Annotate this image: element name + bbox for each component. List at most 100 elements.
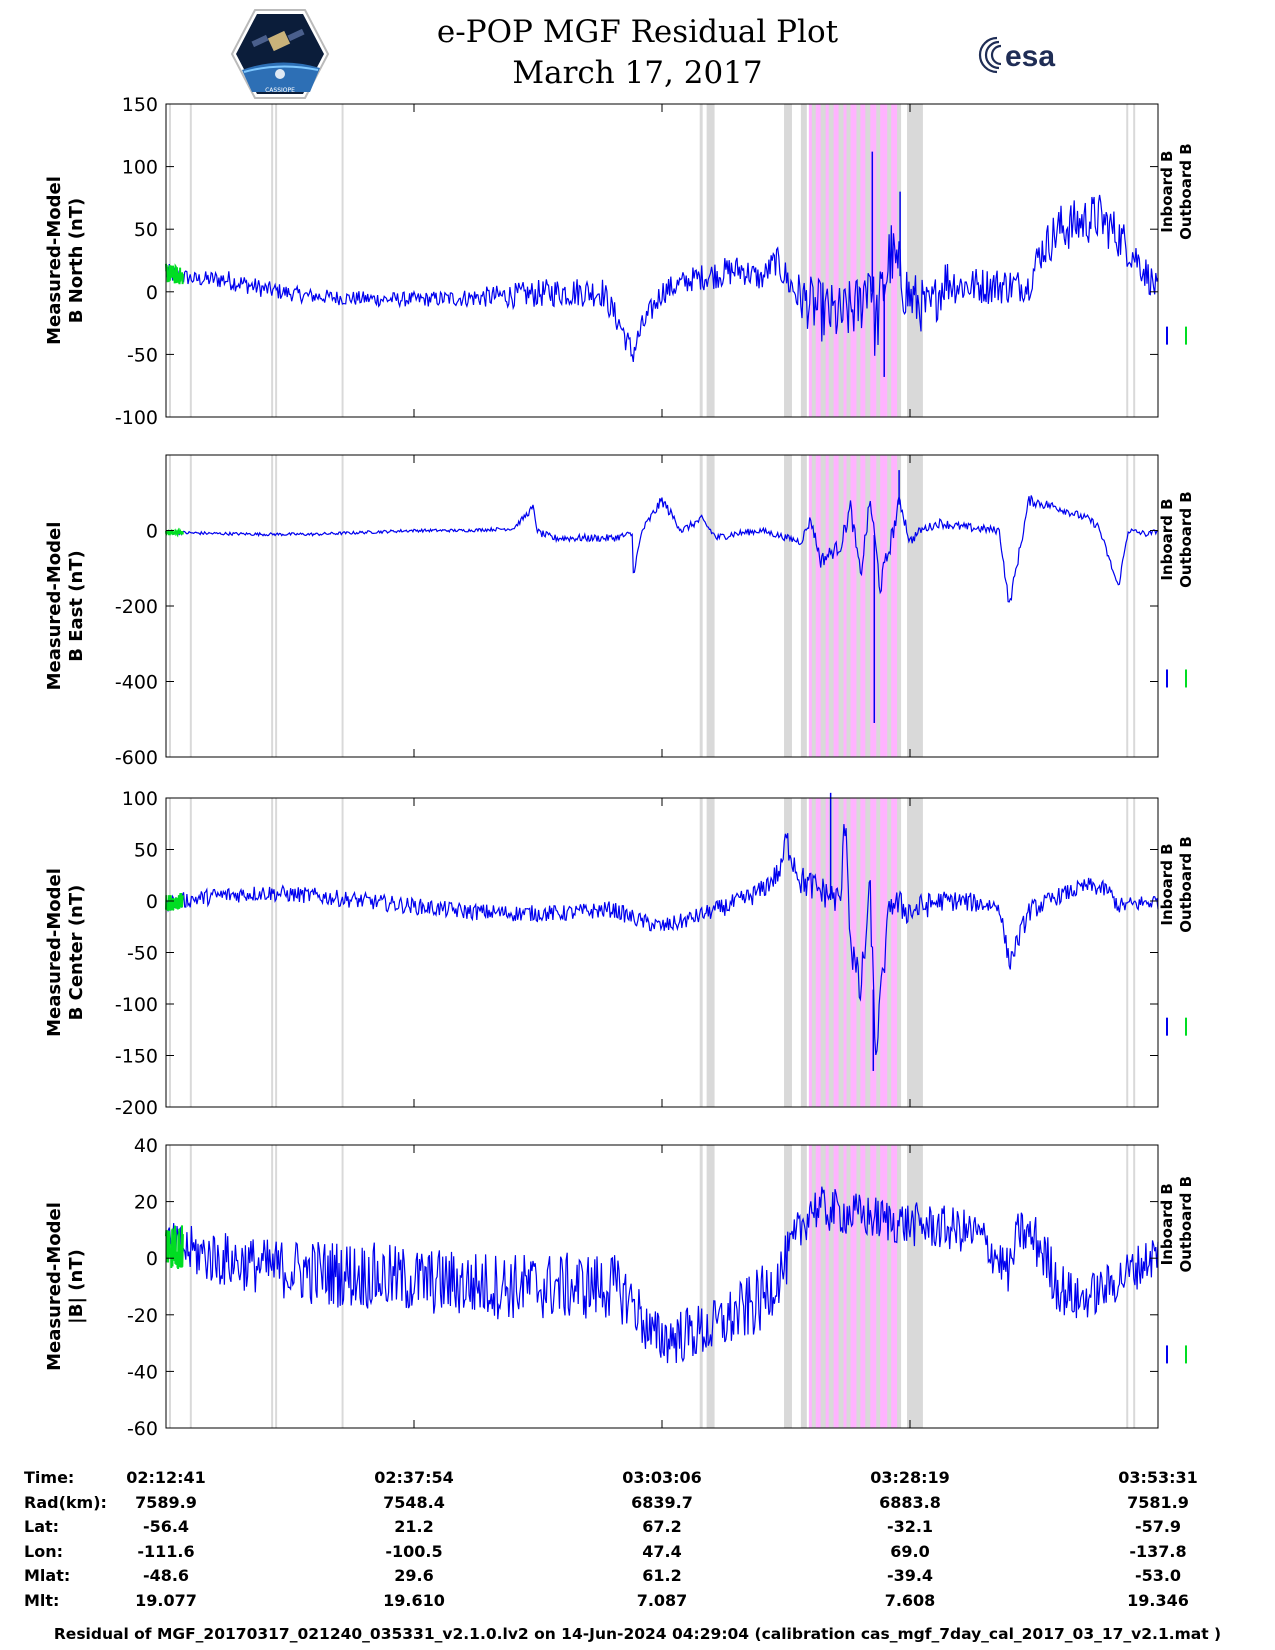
data-gap-shade [189,1145,192,1428]
panel-frame [165,1144,1159,1429]
ephemeris-value: 67.2 [642,1517,682,1536]
ephemeris-value: -39.4 [886,1566,934,1585]
data-gap-shade [887,455,892,757]
data-gap-shade [811,455,816,757]
data-gap-shade [699,104,703,417]
data-gap-shade [1126,455,1129,757]
panel-frame [165,103,1159,418]
data-gap-shade [876,455,881,757]
outboard-b-trace [165,527,184,538]
data-gap-shade [856,798,861,1107]
inboard-b-trace [165,1186,1159,1364]
ephemeris-value: -100.5 [385,1541,443,1561]
panel-4: -60 -40 -20 0 20 40 Measured-Model|B| (nT) Inbo… [44,1135,1195,1440]
data-gap-shade [856,1145,861,1428]
data-gap-shade [341,104,344,417]
data-gap-shade [706,104,715,417]
legend-outboard-label: Outboard B [1177,1176,1195,1273]
data-gap-shade [907,455,923,757]
x-tick-label: 02:12:41 [126,1468,206,1487]
data-gap-shade [800,104,807,417]
data-gap-shade [784,104,792,417]
y-axis-label-line: Measured-Model [44,1202,65,1371]
y-axis-label-line: Measured-Model [44,868,65,1037]
y-axis-label: Measured-ModelB East (nT) [44,522,87,691]
y-tick-label: -100 [115,407,158,429]
ephemeris-row-label: Mlat: [24,1566,71,1585]
data-gap-shade [856,455,861,757]
y-tick-label: 40 [134,1135,158,1157]
data-gap-shade [897,798,902,1107]
data-gap-shade [828,104,834,417]
data-gap-shade [865,1145,871,1428]
y-tick-label: -600 [115,747,158,769]
legend-inboard-label: Inboard B [1158,498,1176,580]
y-tick-label: 100 [122,788,158,810]
ephemeris-value: -53.0 [1134,1566,1182,1585]
ephemeris-value: 61.2 [642,1566,682,1585]
ephemeris-value: 7548.4 [383,1492,445,1512]
data-gap-shade [271,1145,274,1428]
panel-2: -600 -400 -200 0 Measured-ModelB East (nT) In… [44,454,1195,769]
y-tick-label: 50 [134,219,158,241]
data-gap-shade [828,1145,834,1428]
data-gap-shade [706,1145,715,1428]
footer-caption: Residual of MGF_20170317_021240_035331_v… [53,1625,1222,1643]
data-gap-shade [811,104,816,417]
y-axis-label-line: B North (nT) [66,198,87,324]
data-gap-shade [784,1145,792,1428]
data-gap-shade [706,455,715,757]
y-axis-label-line: |B| (nT) [66,1249,87,1324]
ephemeris-value: 19.077 [135,1590,197,1610]
data-gap-shade [887,798,892,1107]
data-gap-shade [189,455,192,757]
data-gap-shade [811,1145,816,1428]
data-gap-shade [341,455,344,757]
esa-logo-text: esa [1005,40,1055,73]
y-tick-label: 100 [122,157,158,179]
ephemeris-value: 6883.8 [879,1492,941,1512]
data-gap-shade [189,798,192,1107]
data-gap-shade [1133,455,1136,757]
y-tick-label: -100 [115,994,158,1016]
cassiope-logo-text: CASSIOPE [265,87,295,94]
ephemeris-value: 7589.9 [135,1492,197,1512]
y-tick-label: 150 [122,94,158,116]
y-axis-label-line: B East (nT) [66,550,87,662]
data-gap-shade [838,104,844,417]
data-gap-shade [907,1145,923,1428]
data-gap-shade [168,1145,171,1428]
data-gap-shade [838,798,844,1107]
y-tick-label: -60 [127,1418,158,1440]
ephemeris-value: -111.6 [137,1541,195,1561]
legend-inboard-label: Inboard B [1158,1183,1176,1265]
legend-inboard-label: Inboard B [1158,843,1176,925]
panel-3: -200 -150 -100 -50 0 50 100 Measured-ModelB Cen… [44,788,1195,1119]
data-gap-shade [706,798,715,1107]
ephemeris-value: 69.0 [890,1541,930,1561]
data-gap-shade [846,798,851,1107]
data-gap-shade [865,798,871,1107]
y-tick-label: 20 [134,1192,158,1214]
ephemeris-value: -56.4 [142,1517,190,1536]
esa-logo: esa [978,36,1055,74]
y-axis-label: Measured-Model|B| (nT) [44,1202,87,1371]
data-gap-shade [838,1145,844,1428]
legend-outboard-label: Outboard B [1177,143,1195,240]
data-gap-shade [275,104,278,417]
plot-date: March 17, 2017 [512,55,763,91]
ephemeris-value: 7581.9 [1127,1492,1189,1512]
data-gap-shade [820,104,826,417]
ephemeris-row-label: Rad(km): [24,1492,107,1512]
data-gap-shade [800,798,807,1107]
y-tick-label: -50 [127,943,158,965]
data-gap-shade [811,798,816,1107]
data-gap-shade [846,455,851,757]
legend-inboard-label: Inboard B [1158,151,1176,233]
data-gap-shade [846,104,851,417]
x-tick-label: 02:37:54 [374,1468,454,1487]
data-gap-shade [887,1145,892,1428]
data-gap-shade [897,104,902,417]
data-gap-shade [828,455,834,757]
